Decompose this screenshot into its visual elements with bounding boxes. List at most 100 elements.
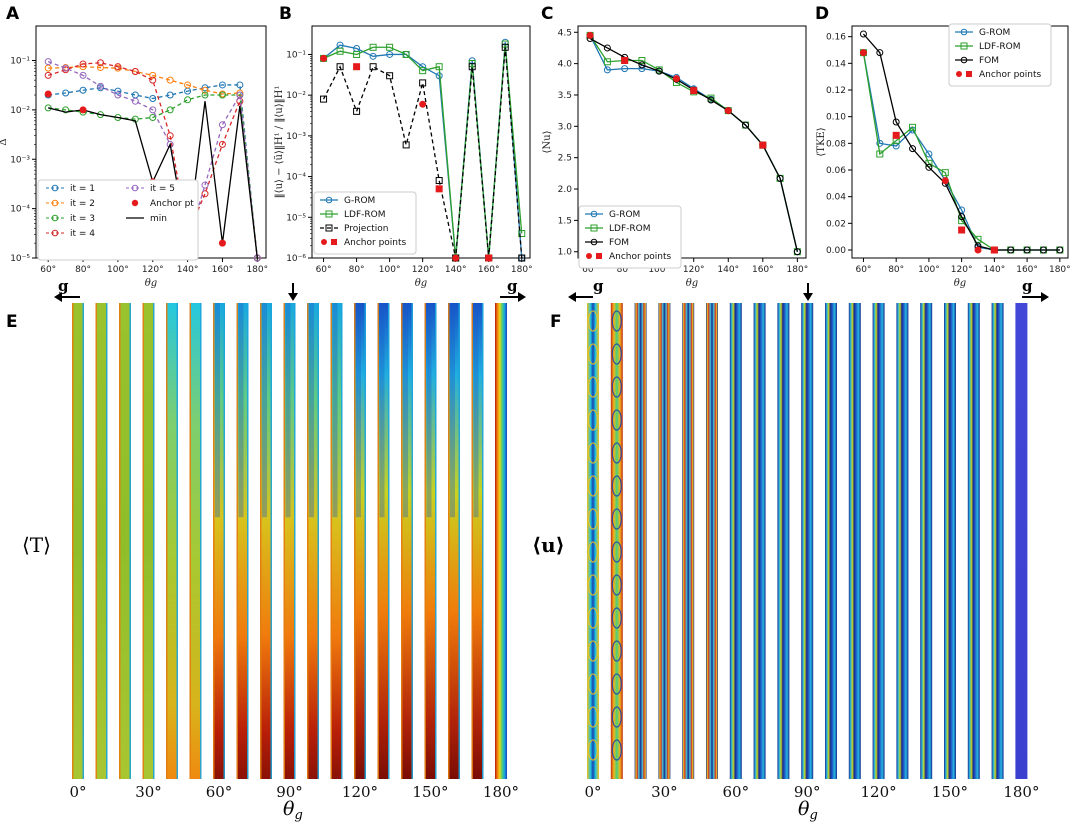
data-point: [96, 64, 104, 72]
data-point: [131, 67, 139, 75]
gravity-indicator-right-e: g: [500, 277, 526, 302]
strip-hot-wall: [377, 303, 379, 779]
legend-label: it = 1: [70, 184, 95, 194]
legend: it = 1 it = 2 it = 3 it = 4 it = 5 Anchor pt m…: [37, 179, 199, 261]
data-point: [419, 63, 427, 71]
x-tick-label: 160°: [478, 265, 500, 275]
data-point: [44, 104, 52, 112]
chart-panel-d: 60° 80° 100° 120° 140° 160° 180° 0.00 0.02 0.04 0.…: [816, 23, 1071, 289]
arrow-right-icon: [1041, 292, 1049, 302]
data-point: [402, 50, 410, 58]
data-point: [79, 71, 87, 79]
strip-fill: [825, 303, 837, 779]
strip-vortex: [611, 640, 622, 662]
legend-marker: [51, 214, 59, 222]
y-tick-label: 0.02: [826, 219, 846, 229]
strip-fill: [307, 303, 319, 779]
legend-frame: [313, 191, 417, 255]
strip-vortex: [611, 607, 622, 629]
x-tick-label: 180°: [787, 265, 809, 275]
field-strip: [189, 303, 202, 779]
data-point: [218, 81, 226, 89]
series-line: [862, 33, 1060, 251]
chart-panel-a: 60° 80° 100° 120° 140° 160° 180° 10⁻⁵ 10⁻⁴ 10⁻³ 10…: [0, 25, 268, 289]
strip-cold-wall: [129, 303, 131, 779]
data-point: [62, 106, 70, 114]
data-point: [909, 145, 917, 153]
arrow-left-icon: [54, 292, 62, 302]
data-point: [149, 71, 157, 79]
data-point: [909, 123, 917, 131]
velocity-angle-labels: 0° 30° 60° 90° 120° 150° 180°: [584, 783, 1039, 801]
data-point: [892, 118, 900, 126]
x-tick-label: 80°: [75, 265, 91, 275]
strip-cold-wall: [294, 303, 296, 779]
x-tick-label: 120°: [142, 265, 164, 275]
data-point: [402, 141, 410, 149]
strip-fill: [283, 303, 296, 779]
x-tick-label: 160°: [1016, 265, 1038, 275]
field-label-temperature: ⟨T⟩: [22, 533, 51, 557]
data-point: [638, 65, 646, 73]
strip-vortex: [587, 442, 599, 464]
strip-vortex: [587, 673, 599, 695]
gravity-label: g: [58, 277, 69, 295]
strip-fill: [1015, 303, 1028, 779]
data-point: [603, 44, 611, 52]
strip-hot-wall: [189, 303, 191, 779]
theta-axis-label-f: θg: [798, 798, 818, 823]
data-point: [131, 97, 139, 105]
strip-vortex: [611, 409, 622, 431]
strip-hot-wall: [95, 303, 97, 779]
anchor-point: [859, 49, 867, 57]
data-point: [1023, 246, 1031, 254]
strip-fill: [967, 303, 980, 779]
angle-label: 30°: [651, 783, 678, 801]
strip-cold-plume: [238, 303, 244, 518]
strip-hot-wall: [448, 303, 450, 779]
legend-marker: [586, 253, 592, 259]
strip-cold-plume: [332, 303, 338, 518]
field-strip: [967, 303, 980, 779]
strip-fill: [448, 303, 460, 779]
y-tick-label: 4.0: [558, 60, 573, 70]
x-tick-label: 60°: [316, 265, 332, 275]
legend-marker: [51, 229, 59, 237]
strip-vortex: [611, 508, 622, 530]
gravity-label: g: [507, 277, 518, 295]
y-tick-label: 1.0: [558, 248, 573, 258]
x-tick-label: 60°: [855, 265, 871, 275]
data-point: [386, 43, 394, 51]
data-point: [892, 142, 900, 150]
x-tick-label: 140°: [177, 265, 199, 275]
x-axis-label: θg: [145, 278, 157, 289]
strip-hot-wall: [401, 303, 403, 779]
anchor-point: [353, 63, 361, 71]
field-strip: [944, 303, 956, 779]
y-tick-label: 10⁻⁴: [286, 173, 306, 183]
strip-fill: [236, 303, 249, 779]
legend-marker: [131, 199, 139, 207]
legend-marker: [131, 184, 139, 192]
chart-panel-c: 60° 80° 100° 120° 140° 160° 180° 1.0 1.5 2.0 2.5 3.…: [542, 25, 809, 289]
panel-label-c: C: [541, 4, 553, 24]
legend-marker: [596, 253, 602, 259]
strip-fill: [495, 303, 507, 779]
strip-vortex: [587, 508, 599, 530]
field-strip: [848, 303, 861, 779]
anchor-point: [452, 254, 460, 262]
strip-fill: [189, 303, 202, 779]
anchor-point: [419, 100, 427, 108]
gravity-indicator-left-e: g: [54, 277, 80, 302]
strip-cold-wall: [176, 303, 178, 779]
legend-marker: [325, 196, 333, 204]
strip-vortex: [587, 310, 599, 332]
anchor-point: [941, 177, 949, 185]
data-point: [369, 43, 377, 51]
data-point: [419, 79, 427, 87]
data-point: [336, 63, 344, 71]
angle-label: 90°: [794, 783, 821, 801]
x-tick-label: 100°: [107, 265, 129, 275]
legend-label: LDF-ROM: [609, 224, 650, 234]
strip-vortex: [587, 376, 599, 398]
